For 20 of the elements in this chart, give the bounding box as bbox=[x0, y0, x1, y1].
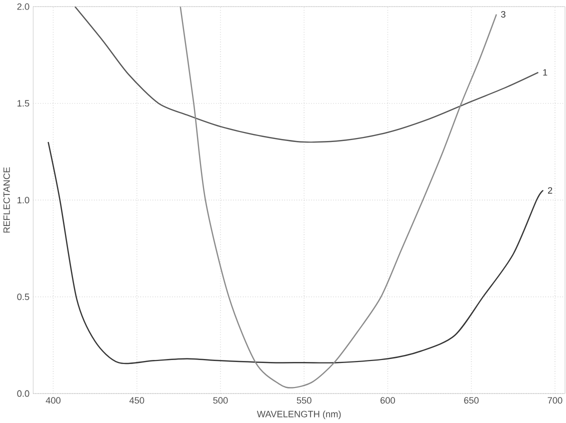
line-series bbox=[48, 142, 544, 364]
series-label: 2 bbox=[548, 187, 552, 194]
x-tick-label: 450 bbox=[129, 397, 144, 404]
line-series bbox=[180, 6, 498, 389]
series-label: 3 bbox=[501, 11, 506, 18]
y-tick-label: 2.0 bbox=[17, 4, 30, 10]
y-tick-label: 0.5 bbox=[17, 294, 30, 300]
x-tick-label: 600 bbox=[380, 397, 396, 404]
x-tick-label: 550 bbox=[296, 397, 312, 404]
x-tick-label: 650 bbox=[464, 397, 479, 404]
y-tick-label: 0.0 bbox=[17, 390, 30, 398]
y-tick-label: 1.5 bbox=[18, 100, 30, 107]
x-tick-label: 400 bbox=[46, 397, 61, 404]
y-axis-title: REFLECTANCE bbox=[3, 168, 10, 233]
x-axis-title: WAVELENGTH (nm) bbox=[256, 410, 341, 420]
line-series bbox=[74, 6, 539, 144]
y-tick-label: 1.0 bbox=[18, 197, 30, 204]
x-tick-label: 700 bbox=[548, 397, 562, 404]
series-label: 1 bbox=[543, 69, 548, 76]
x-tick-label: 500 bbox=[213, 397, 228, 404]
